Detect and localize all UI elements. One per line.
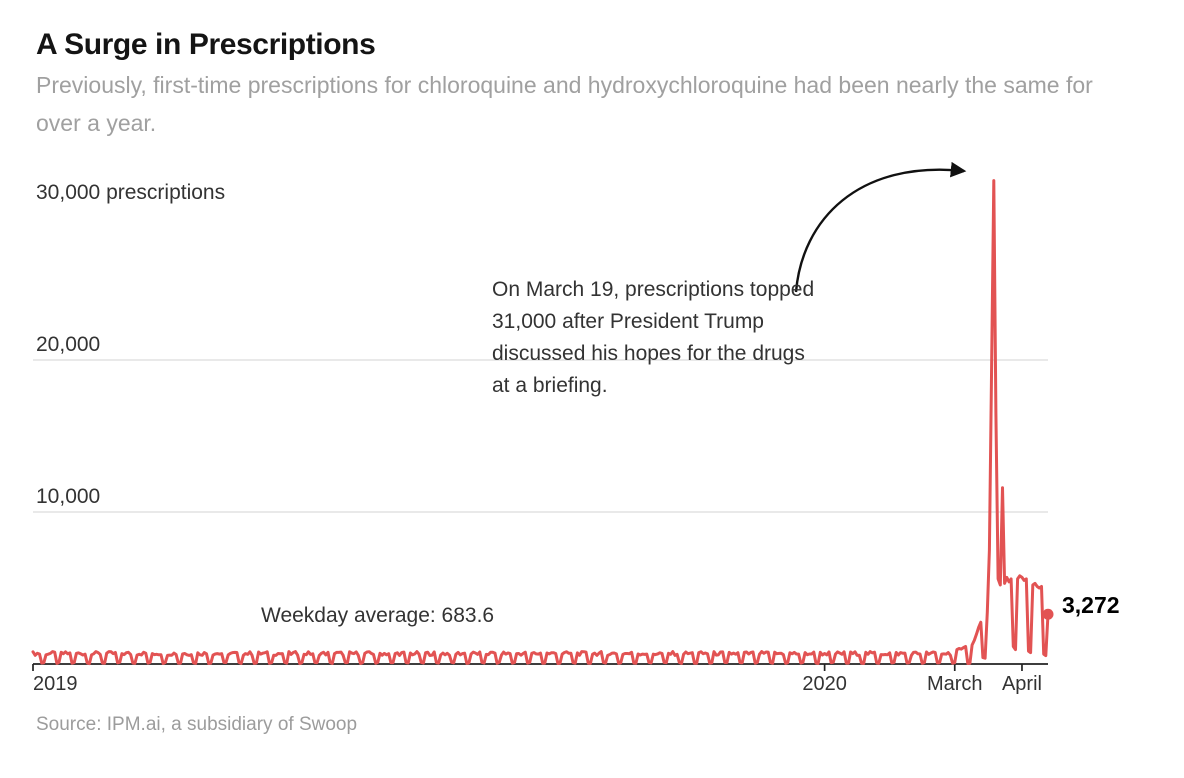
y-axis-label-20000: 20,000 xyxy=(36,333,101,356)
x-tick-label-2020: 2020 xyxy=(802,673,847,695)
x-tick-label-March: March xyxy=(926,673,983,695)
annotation-march-19: On March 19, prescriptions topped 31,000… xyxy=(492,278,815,397)
x-tick-label-April: April xyxy=(1001,673,1042,695)
prescriptions-line xyxy=(31,179,1050,666)
y-axis-label-10000: 10,000 xyxy=(36,485,101,508)
x-tick-label-2019: 2019 xyxy=(33,673,78,695)
y-axis-label-30000: 30,000 prescriptions xyxy=(36,181,226,204)
weekday-average-label: Weekday average: 683.6 xyxy=(261,604,495,627)
chart-subtitle: Previously, first-time prescriptions for… xyxy=(36,72,1093,136)
chart-title: A Surge in Prescriptions xyxy=(36,28,376,61)
source-note: Source: IPM.ai, a subsidiary of Swoop xyxy=(36,714,358,735)
annotation-arrow xyxy=(794,161,967,293)
latest-point-marker xyxy=(1042,608,1054,620)
latest-value-label: 3,272 xyxy=(1062,592,1120,618)
